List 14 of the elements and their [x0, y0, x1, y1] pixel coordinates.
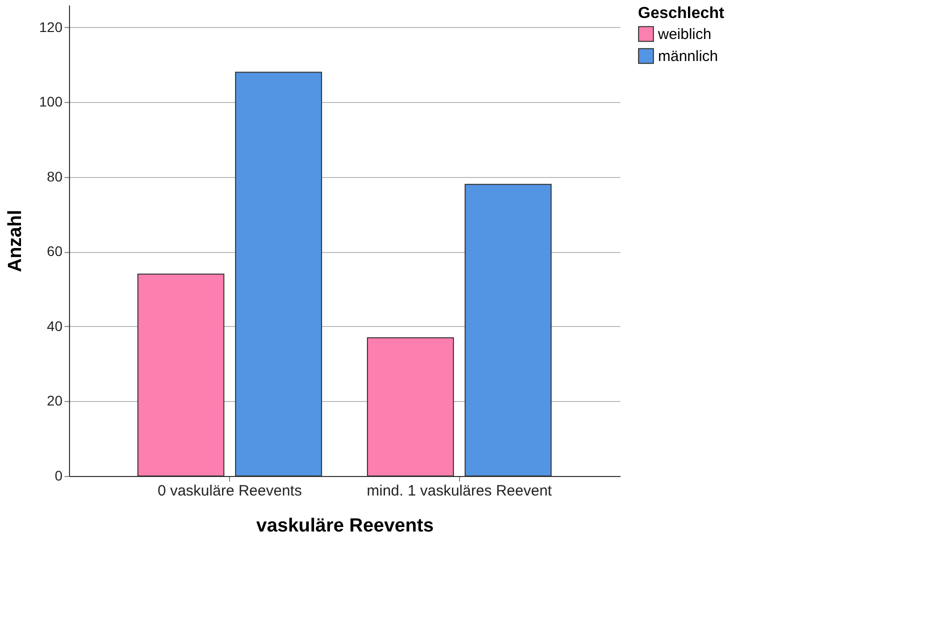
- legend-label: weiblich: [657, 26, 712, 43]
- y-tick-label: 20: [46, 392, 63, 409]
- y-tick-label: 40: [46, 318, 63, 334]
- y-axis-title: Anzahl: [5, 210, 26, 272]
- x-tick-label: 0 vaskuläre Reevents: [158, 482, 302, 500]
- legend-title: Geschlecht: [638, 5, 725, 22]
- y-tick-label: 100: [39, 94, 63, 110]
- y-tick-label: 60: [46, 243, 63, 260]
- x-tick-label: mind. 1 vaskuläres Reevent: [366, 482, 553, 500]
- y-tick-label: 80: [46, 168, 63, 184]
- y-tick-label: 0: [54, 468, 63, 484]
- y-tick-label: 120: [39, 18, 63, 35]
- x-axis-title: vaskuläre Reevents: [256, 516, 434, 536]
- legend-label: männlich: [658, 48, 718, 65]
